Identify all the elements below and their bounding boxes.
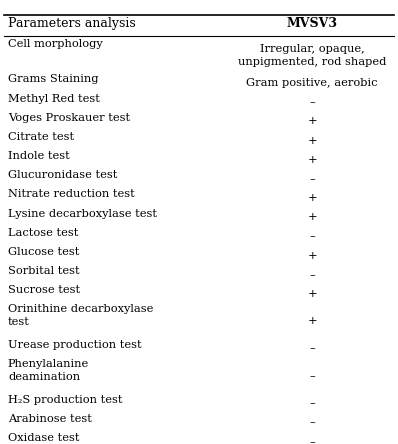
- Text: Oxidase test: Oxidase test: [8, 433, 79, 443]
- Text: +: +: [307, 155, 317, 165]
- Text: Indole test: Indole test: [8, 151, 70, 161]
- Text: +: +: [307, 212, 317, 222]
- Text: Glucuronidase test: Glucuronidase test: [8, 170, 117, 180]
- Text: Citrate test: Citrate test: [8, 132, 74, 142]
- Text: Parameters analysis: Parameters analysis: [8, 17, 136, 31]
- Text: Irregular, opaque,
unpigmented, rod shaped: Irregular, opaque, unpigmented, rod shap…: [238, 44, 386, 67]
- Text: Grams Staining: Grams Staining: [8, 75, 98, 84]
- Text: Phenylalanine
deamination: Phenylalanine deamination: [8, 359, 89, 382]
- Text: Cell morphology: Cell morphology: [8, 39, 103, 49]
- Text: H₂S production test: H₂S production test: [8, 395, 122, 405]
- Text: Gram positive, aerobic: Gram positive, aerobic: [246, 78, 378, 88]
- Text: –: –: [309, 371, 315, 381]
- Text: –: –: [309, 418, 315, 428]
- Text: +: +: [307, 289, 317, 299]
- Text: Arabinose test: Arabinose test: [8, 414, 92, 424]
- Text: –: –: [309, 344, 315, 353]
- Text: –: –: [309, 97, 315, 107]
- Text: MVSV3: MVSV3: [287, 17, 338, 31]
- Text: Methyl Red test: Methyl Red test: [8, 94, 100, 103]
- Text: Lactose test: Lactose test: [8, 228, 78, 238]
- Text: Lysine decarboxylase test: Lysine decarboxylase test: [8, 209, 157, 218]
- Text: Sucrose test: Sucrose test: [8, 285, 80, 295]
- Text: Glucose test: Glucose test: [8, 247, 79, 257]
- Text: –: –: [309, 270, 315, 280]
- Text: +: +: [307, 250, 317, 261]
- Text: –: –: [309, 231, 315, 242]
- Text: –: –: [309, 398, 315, 408]
- Text: Voges Proskauer test: Voges Proskauer test: [8, 113, 130, 123]
- Text: Urease production test: Urease production test: [8, 340, 142, 350]
- Text: –: –: [309, 174, 315, 184]
- Text: +: +: [307, 116, 317, 127]
- Text: +: +: [307, 193, 317, 203]
- Text: +: +: [307, 316, 317, 326]
- Text: Nitrate reduction test: Nitrate reduction test: [8, 190, 135, 199]
- Text: Orinithine decarboxylase
test: Orinithine decarboxylase test: [8, 304, 153, 327]
- Text: –: –: [309, 437, 315, 444]
- Text: +: +: [307, 135, 317, 146]
- Text: Sorbital test: Sorbital test: [8, 266, 80, 276]
